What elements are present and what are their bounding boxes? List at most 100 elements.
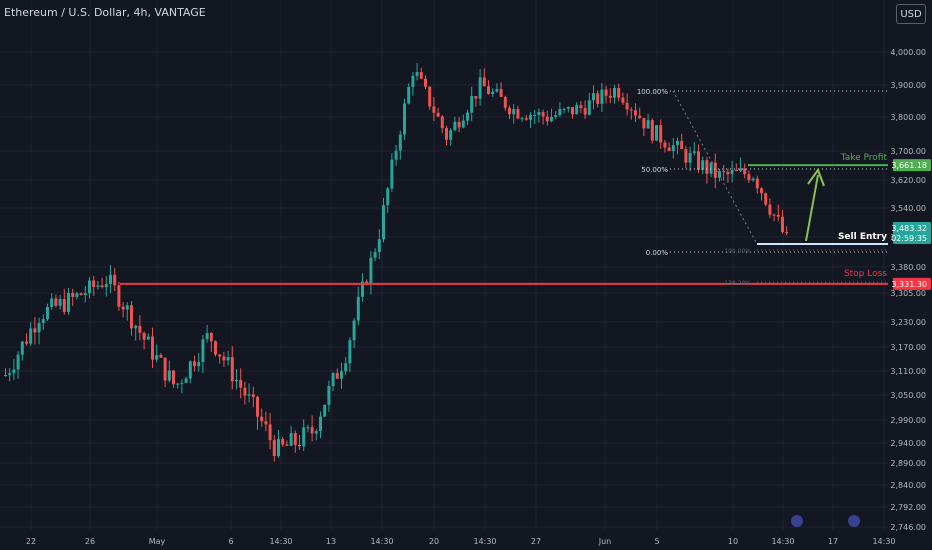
candle-body bbox=[491, 91, 495, 94]
candle-body bbox=[583, 108, 587, 115]
candle-body bbox=[373, 252, 377, 258]
candle-body bbox=[289, 433, 293, 446]
current-price-tag bbox=[893, 222, 931, 244]
candle-body bbox=[701, 160, 705, 170]
fib-ext-label: 100.00% bbox=[724, 248, 751, 255]
candle-body bbox=[306, 427, 310, 429]
candle-body bbox=[58, 299, 62, 306]
candle-body bbox=[411, 75, 415, 87]
candle-body bbox=[247, 394, 251, 396]
candle-body bbox=[470, 96, 474, 113]
candle-body bbox=[713, 162, 717, 178]
candle-body bbox=[445, 128, 448, 140]
time-tick-label: 26 bbox=[85, 537, 95, 546]
time-tick-label: 14:30 bbox=[269, 537, 292, 546]
candle-body bbox=[319, 416, 322, 432]
candle-body bbox=[697, 151, 700, 170]
time-tick-label: 14:30 bbox=[370, 537, 393, 546]
candle-body bbox=[461, 120, 465, 128]
candle-body bbox=[642, 118, 646, 129]
candle-body bbox=[613, 87, 616, 98]
candle-body bbox=[314, 431, 318, 434]
price-tick-label: 3,305.00 bbox=[890, 289, 926, 298]
candle-body bbox=[138, 325, 142, 333]
candle-body bbox=[398, 134, 402, 151]
candle-body bbox=[146, 336, 150, 340]
candle-body bbox=[495, 89, 499, 92]
candle-body bbox=[424, 78, 427, 87]
price-tick-label: 3,110.00 bbox=[890, 367, 926, 376]
candle-body bbox=[25, 341, 28, 344]
candle-body bbox=[54, 298, 58, 306]
candle-body bbox=[608, 95, 612, 98]
candle-body bbox=[634, 110, 637, 116]
price-tick-label: 3,230.00 bbox=[890, 318, 926, 327]
event-icon[interactable] bbox=[848, 515, 860, 527]
candle-body bbox=[558, 108, 562, 116]
candle-body bbox=[529, 115, 532, 120]
candle-body bbox=[121, 306, 125, 310]
price-tick-label: 3,170.00 bbox=[890, 343, 926, 352]
price-tick-label: 3,800.00 bbox=[890, 113, 926, 122]
time-tick-label: 20 bbox=[429, 537, 439, 546]
candle-body bbox=[386, 188, 390, 206]
price-tick-label: 4,000.00 bbox=[890, 48, 926, 57]
candle-body bbox=[79, 293, 83, 296]
candle-body bbox=[655, 125, 658, 141]
time-tick-label: Jun bbox=[598, 537, 612, 546]
candle-body bbox=[310, 427, 314, 434]
candle-body bbox=[197, 362, 201, 367]
candle-body bbox=[587, 100, 591, 115]
time-tick-label: 14:30 bbox=[771, 537, 794, 546]
candle-body bbox=[142, 332, 146, 340]
fib-level-label: 100.00% bbox=[637, 88, 668, 96]
stop-loss-price-tag bbox=[893, 277, 931, 290]
candle-body bbox=[688, 152, 692, 163]
candle-body bbox=[230, 357, 234, 382]
target-arrow bbox=[805, 174, 819, 242]
candle-body bbox=[562, 108, 566, 110]
candle-body bbox=[235, 379, 238, 382]
candle-body bbox=[755, 178, 759, 189]
candle-body bbox=[764, 193, 768, 205]
candle-body bbox=[96, 285, 100, 287]
candle-body bbox=[113, 274, 117, 286]
candle-body bbox=[743, 168, 747, 175]
candle-body bbox=[83, 293, 87, 296]
candle-body bbox=[377, 239, 381, 253]
candle-body bbox=[730, 169, 734, 175]
candle-body bbox=[222, 356, 226, 361]
time-tick-label: 14:30 bbox=[872, 537, 895, 546]
candle-body bbox=[226, 357, 230, 361]
price-tick-label: 2,990.00 bbox=[890, 416, 926, 425]
event-icon[interactable] bbox=[791, 515, 803, 527]
candle-body bbox=[285, 444, 289, 446]
candle-body bbox=[512, 109, 516, 115]
candle-body bbox=[41, 319, 45, 324]
candle-body bbox=[20, 341, 24, 355]
candle-body bbox=[617, 87, 621, 98]
candle-body bbox=[751, 178, 755, 181]
candle-body bbox=[503, 96, 507, 108]
sell-entry-label: Sell Entry bbox=[838, 232, 887, 242]
price-tick-label: 2,890.00 bbox=[890, 459, 926, 468]
current-price-tag-text: 02:59:35 bbox=[891, 234, 927, 243]
trade-drawings: Stop Loss Take Profit Sell Entry 100.00% 50.… bbox=[120, 88, 895, 287]
candle-body bbox=[499, 89, 503, 97]
candle-body bbox=[592, 93, 595, 101]
candle-body bbox=[125, 305, 129, 310]
candle-body bbox=[176, 383, 180, 385]
currency-button[interactable]: USD bbox=[896, 4, 926, 24]
candle-body bbox=[407, 86, 411, 104]
candle-body bbox=[394, 150, 398, 160]
candle-body bbox=[516, 109, 520, 119]
fib-trend-line bbox=[672, 90, 758, 245]
candle-body bbox=[638, 115, 642, 119]
candle-body bbox=[251, 394, 255, 397]
candle-body bbox=[520, 118, 524, 120]
candle-body bbox=[184, 378, 188, 383]
candle-body bbox=[432, 106, 436, 113]
candle-body bbox=[293, 433, 297, 445]
candle-body bbox=[33, 328, 37, 333]
